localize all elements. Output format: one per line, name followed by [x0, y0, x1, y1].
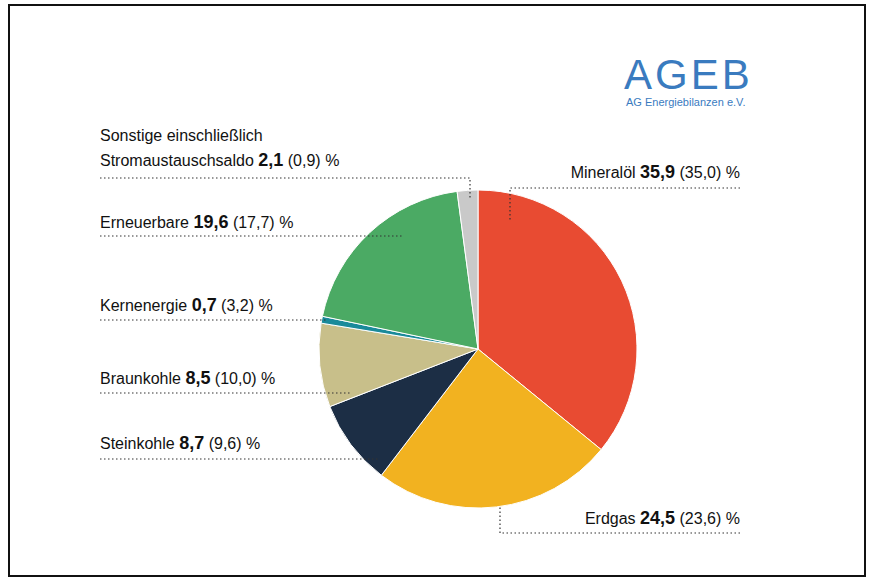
slice-label: Stromaustauschsaldo 2,1 (0,9) %: [100, 150, 339, 170]
previous-value-label: (17,7): [228, 214, 279, 231]
unit: %: [726, 510, 740, 527]
logo-title: AGEB: [624, 51, 753, 98]
value-label: 2,1: [258, 150, 283, 170]
previous-value-label: (0,9): [283, 152, 325, 169]
leader-line: [510, 188, 740, 222]
leader-line: [100, 235, 402, 236]
slice-label: Erdgas 24,5 (23,6) %: [585, 508, 740, 528]
pie: [319, 190, 637, 508]
value-label: 24,5: [640, 508, 675, 528]
value-label: 8,5: [185, 368, 210, 388]
category-name: Mineralöl: [571, 164, 640, 181]
slice-label: Steinkohle 8,7 (9,6) %: [100, 433, 260, 453]
slice-label: Sonstige einschließlich: [100, 127, 263, 144]
previous-value-label: (10,0): [210, 370, 261, 387]
chart: AGEBAG Energiebilanzen e.V. Mineralöl 35,…: [0, 0, 872, 581]
leader-line: [100, 458, 380, 459]
slice-label: Mineralöl 35,9 (35,0) %: [571, 162, 740, 182]
category-name: Kernenergie: [100, 297, 192, 314]
value-label: 0,7: [192, 295, 217, 315]
unit: %: [261, 370, 275, 387]
value-label: 19,6: [193, 212, 228, 232]
leader-line: [100, 319, 326, 320]
leader-line: [100, 178, 470, 200]
slice-label: Kernenergie 0,7 (3,2) %: [100, 295, 273, 315]
category-name: Stromaustauschsaldo: [100, 152, 258, 169]
category-name: Braunkohle: [100, 370, 185, 387]
pie-slice: [457, 190, 478, 349]
slice-label: Erneuerbare 19,6 (17,7) %: [100, 212, 293, 232]
leader-line: [100, 392, 350, 393]
category-name: Steinkohle: [100, 435, 179, 452]
value-label: 35,9: [640, 162, 675, 182]
category-name: Erdgas: [585, 510, 640, 527]
unit: %: [258, 297, 272, 314]
frame: [9, 5, 865, 576]
unit: %: [325, 152, 339, 169]
labels: Mineralöl 35,9 (35,0) %Erdgas 24,5 (23,6…: [100, 127, 740, 533]
previous-value-label: (9,6): [204, 435, 246, 452]
leader-line: [500, 505, 740, 533]
previous-value-label: (3,2): [217, 297, 259, 314]
chart-root: AGEBAG Energiebilanzen e.V. Mineralöl 35,…: [0, 0, 872, 581]
previous-value-label: (35,0): [675, 164, 726, 181]
slice-label: Braunkohle 8,5 (10,0) %: [100, 368, 275, 388]
unit: %: [279, 214, 293, 231]
category-name: Erneuerbare: [100, 214, 193, 231]
value-label: 8,7: [179, 433, 204, 453]
logo-subtitle: AG Energiebilanzen e.V.: [626, 96, 745, 108]
unit: %: [726, 164, 740, 181]
unit: %: [246, 435, 260, 452]
previous-value-label: (23,6): [675, 510, 726, 527]
pie-slice: [322, 191, 478, 349]
